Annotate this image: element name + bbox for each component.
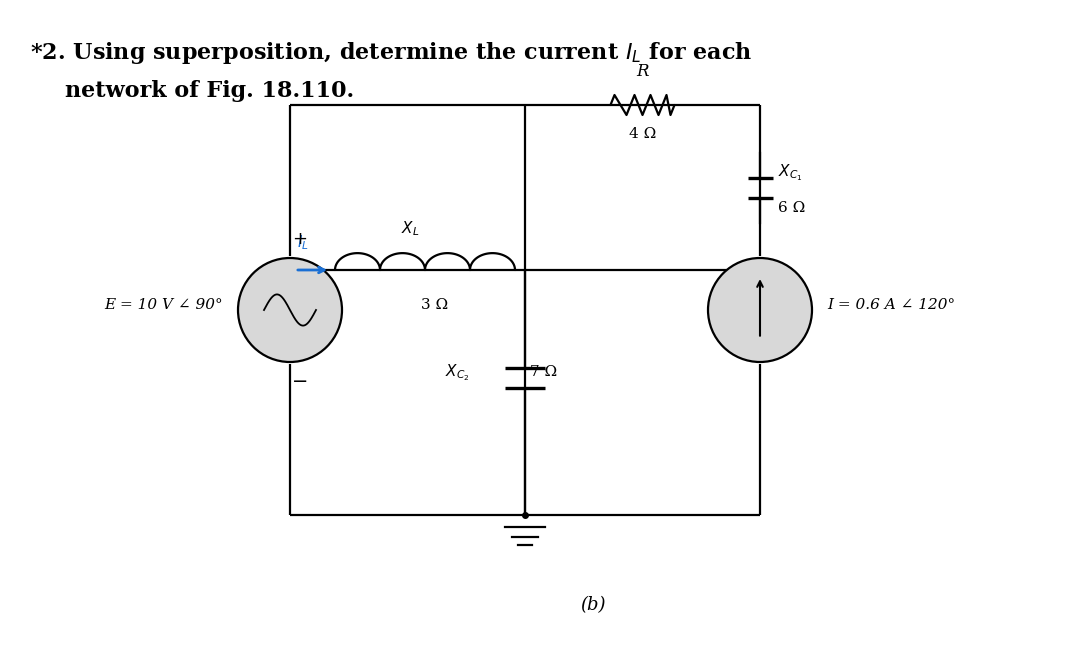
Text: +: +: [293, 230, 308, 248]
Text: $X_{C_2}$: $X_{C_2}$: [445, 362, 470, 383]
Text: $X_L$: $X_L$: [401, 219, 419, 238]
Circle shape: [238, 258, 342, 362]
Text: I = 0.6 A ∠ 120°: I = 0.6 A ∠ 120°: [827, 298, 955, 312]
Text: $X_{C_1}$: $X_{C_1}$: [778, 162, 802, 183]
Text: E = 10 V ∠ 90°: E = 10 V ∠ 90°: [105, 298, 222, 312]
Text: R: R: [636, 63, 649, 80]
Text: 3 Ω: 3 Ω: [421, 298, 448, 312]
Text: (b): (b): [580, 596, 605, 614]
Text: 6 Ω: 6 Ω: [778, 200, 806, 214]
Text: 7 Ω: 7 Ω: [530, 365, 557, 379]
Text: $I_L$: $I_L$: [297, 233, 309, 252]
Text: *2. Using superposition, determine the current $I_L$ for each: *2. Using superposition, determine the c…: [30, 40, 753, 66]
Text: network of Fig. 18.110.: network of Fig. 18.110.: [65, 80, 354, 102]
Circle shape: [708, 258, 812, 362]
Text: 4 Ω: 4 Ω: [629, 127, 657, 141]
Text: −: −: [292, 372, 308, 391]
